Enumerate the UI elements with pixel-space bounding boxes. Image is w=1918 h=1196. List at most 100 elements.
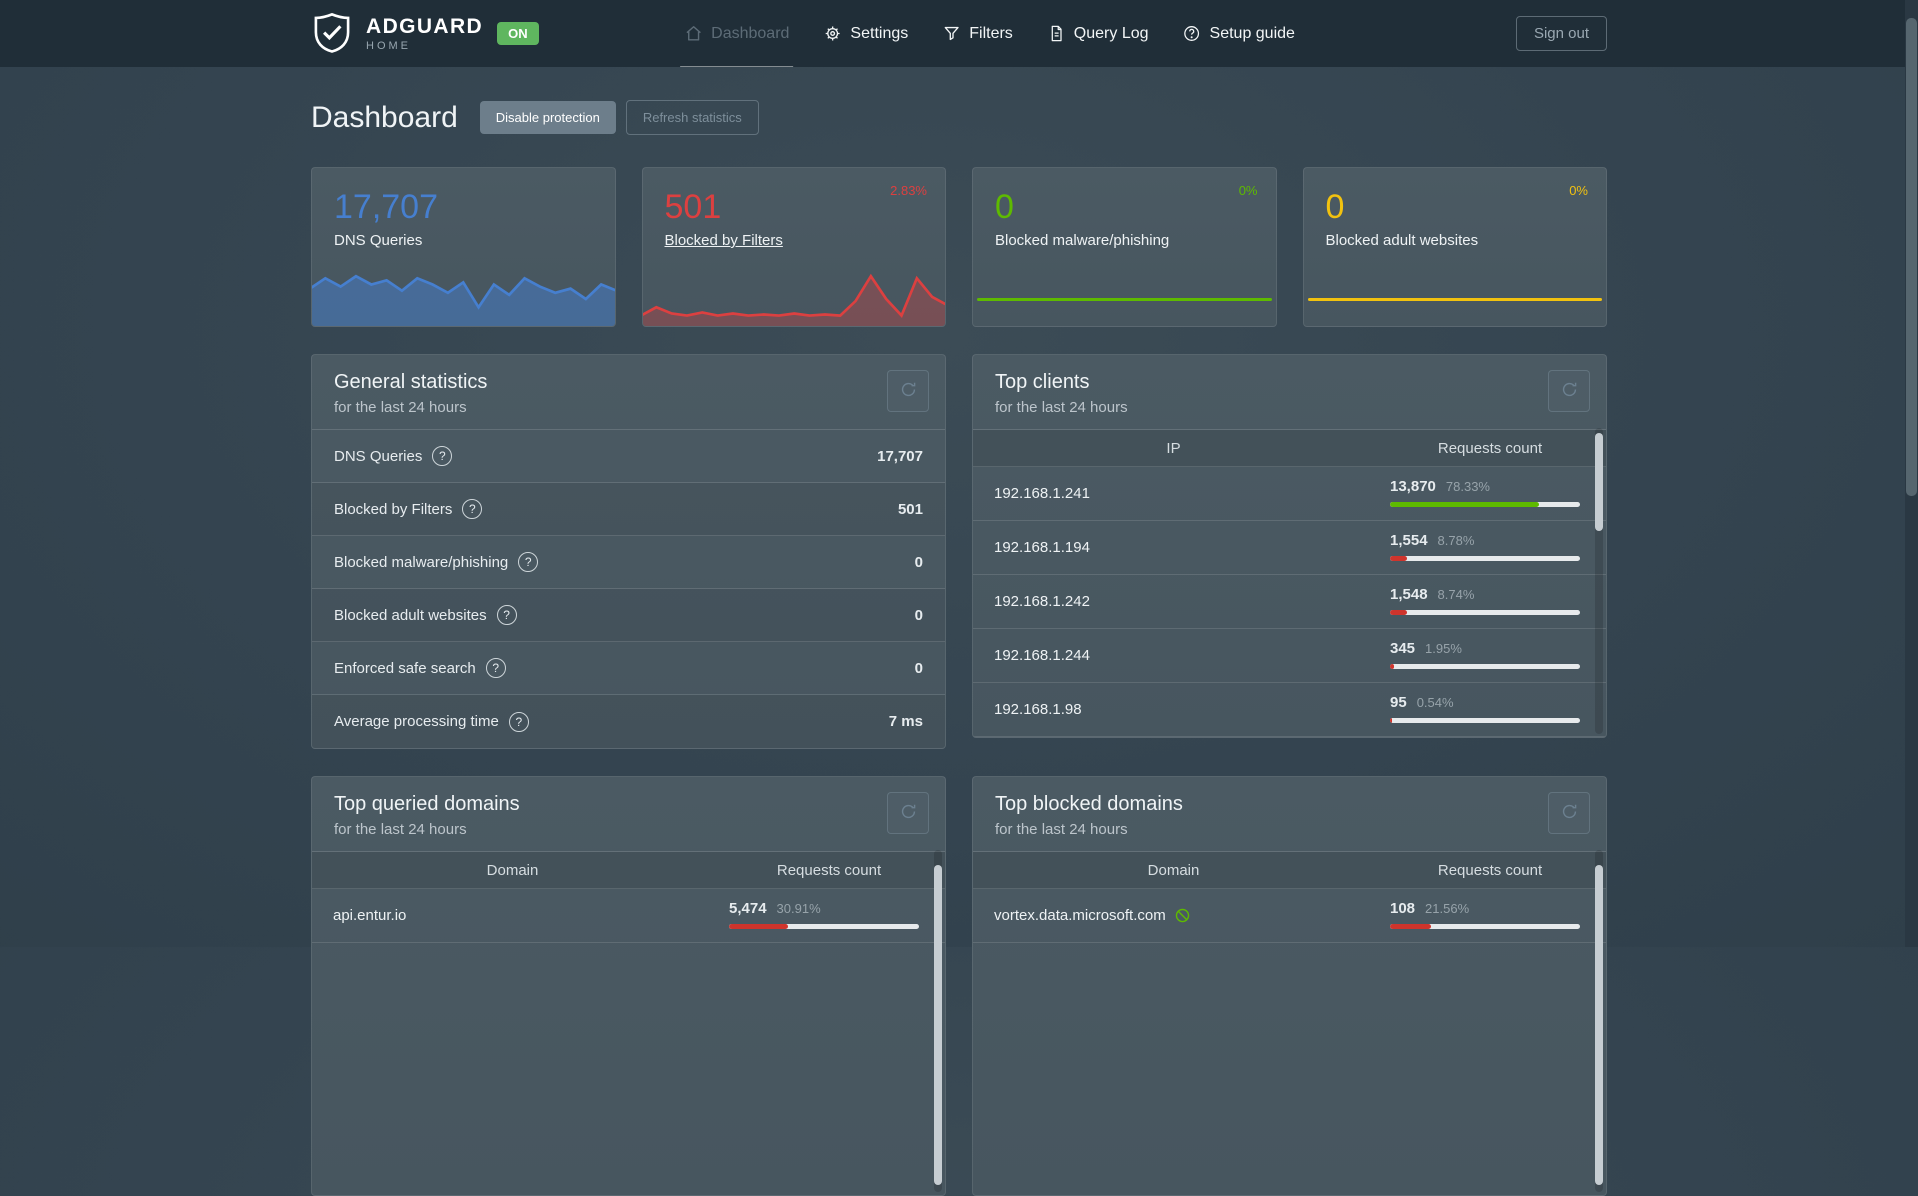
trend-percent: 0% — [1569, 183, 1588, 198]
stat-value: 17,707 — [334, 188, 438, 226]
disable-protection-button[interactable]: Disable protection — [479, 101, 616, 134]
top-queried-domains-panel: Top queried domains for the last 24 hour… — [311, 776, 946, 1196]
column-header-domain: Domain — [486, 861, 539, 879]
sign-out-button[interactable]: Sign out — [1515, 16, 1607, 51]
protection-status-badge: ON — [497, 22, 539, 45]
nav-item-label: Settings — [850, 24, 909, 42]
requests-count: 1,548 — [1390, 586, 1428, 603]
refresh-panel-button[interactable] — [887, 370, 929, 412]
panel-scrollbar-thumb[interactable] — [1595, 433, 1603, 531]
refresh-icon — [1560, 802, 1579, 824]
table-header: Domain Requests count — [973, 852, 1606, 889]
help-icon[interactable]: ? — [485, 658, 506, 678]
usage-bar — [1390, 664, 1580, 669]
refresh-icon — [899, 802, 918, 824]
requests-count: 345 — [1390, 640, 1416, 657]
stat-label: Blocked malware/phishing — [995, 232, 1170, 249]
requests-percent: 1.95% — [1425, 641, 1462, 656]
stat-row: Enforced safe search? 0 — [312, 642, 945, 695]
stat-label-link[interactable]: Blocked by Filters — [664, 232, 783, 249]
help-icon[interactable]: ? — [432, 446, 453, 466]
help-icon[interactable]: ? — [508, 711, 529, 732]
nav-item-label: Dashboard — [711, 24, 790, 42]
help-icon[interactable]: ? — [462, 499, 483, 519]
nav-item-settings[interactable]: Settings — [823, 0, 908, 67]
requests-percent: 8.74% — [1437, 587, 1475, 602]
top-navbar: ADGUARD HOME ON Dashboard Settings Filters… — [0, 0, 1918, 67]
stat-row: Blocked adult websites? 0 — [312, 589, 945, 642]
stat-row: Blocked malware/phishing? 0 — [312, 536, 945, 589]
panel-title: Top queried domains — [334, 793, 520, 815]
usage-bar — [729, 924, 919, 929]
nav-item-filters[interactable]: Filters — [942, 0, 1013, 67]
main-scrollbar-thumb[interactable] — [1906, 18, 1917, 496]
column-header-requests-count: Requests count — [1437, 439, 1543, 457]
panel-title: Top clients — [995, 371, 1090, 393]
nav-item-dashboard[interactable]: Dashboard — [680, 0, 794, 67]
table-row: 192.168.1.194 1,554 8.78% — [973, 521, 1606, 575]
panel-subtitle: for the last 24 hours — [334, 399, 467, 416]
nav-item-setup-guide[interactable]: Setup guide — [1183, 0, 1295, 67]
panel-scrollbar-thumb[interactable] — [1595, 865, 1603, 1185]
client-ip-link[interactable]: 192.168.1.242 — [994, 593, 1090, 610]
panel-scrollbar-track[interactable] — [1595, 428, 1603, 734]
client-ip-link[interactable]: 192.168.1.194 — [994, 539, 1090, 556]
stat-row-value: 0 — [914, 553, 923, 571]
usage-bar — [1390, 718, 1580, 723]
client-ip-link[interactable]: 192.168.1.244 — [994, 647, 1090, 664]
refresh-icon — [1560, 380, 1579, 402]
gear-icon — [823, 24, 842, 43]
help-icon[interactable]: ? — [518, 552, 539, 572]
question-circle-icon — [1183, 24, 1202, 43]
requests-percent: 21.56% — [1425, 901, 1470, 916]
stat-row-label: DNS Queries — [334, 447, 423, 465]
panel-scrollbar-thumb[interactable] — [934, 865, 942, 1185]
refresh-panel-button[interactable] — [1548, 792, 1590, 834]
nav-item-query-log[interactable]: Query Log — [1047, 0, 1149, 67]
stat-value: 501 — [664, 188, 722, 226]
stat-row-label: Blocked malware/phishing — [334, 553, 509, 571]
stat-row-value: 0 — [914, 659, 923, 677]
stat-card-blocked-by-filters: 2.83% 501 Blocked by Filters — [641, 167, 946, 327]
general-statistics-panel: General statistics for the last 24 hours… — [311, 354, 946, 749]
refresh-panel-button[interactable] — [887, 792, 929, 834]
stat-row-label: Average processing time — [334, 713, 499, 730]
refresh-statistics-button[interactable]: Refresh statistics — [625, 100, 759, 135]
requests-percent: 78.33% — [1445, 479, 1490, 494]
table-header: Domain Requests count — [312, 852, 945, 889]
column-header-ip: IP — [1166, 439, 1181, 457]
stat-card-blocked-malware-phishing: 0% 0 Blocked malware/phishing — [972, 167, 1277, 327]
domain-link[interactable]: api.entur.io — [333, 907, 407, 924]
main-scrollbar-track[interactable] — [1905, 0, 1918, 947]
top-blocked-domains-panel: Top blocked domains for the last 24 hour… — [972, 776, 1607, 1196]
requests-percent: 0.54% — [1416, 695, 1454, 710]
help-icon[interactable]: ? — [496, 605, 517, 625]
requests-count: 95 — [1390, 694, 1407, 711]
usage-bar — [1390, 502, 1580, 507]
home-icon — [684, 24, 703, 43]
refresh-panel-button[interactable] — [1548, 370, 1590, 412]
panel-title: General statistics — [334, 371, 488, 393]
top-clients-panel: Top clients for the last 24 hours IP Req… — [972, 354, 1607, 738]
flat-sparkline — [977, 298, 1272, 301]
stat-row-label: Blocked by Filters — [334, 500, 453, 518]
client-ip-link[interactable]: 192.168.1.241 — [994, 485, 1090, 502]
stat-row: DNS Queries? 17,707 — [312, 430, 945, 483]
blocked-icon — [1174, 907, 1191, 924]
domain-link[interactable]: vortex.data.microsoft.com — [994, 907, 1166, 924]
requests-percent: 30.91% — [776, 901, 821, 916]
trend-percent: 2.83% — [890, 183, 927, 198]
requests-count: 108 — [1390, 900, 1416, 917]
sparkline-chart — [642, 273, 946, 326]
requests-count: 5,474 — [729, 900, 767, 917]
table-row: api.entur.io 5,474 30.91% — [312, 889, 945, 943]
trend-percent: 0% — [1238, 183, 1258, 198]
nav-item-label: Query Log — [1073, 24, 1149, 42]
stat-value: 0 — [1325, 188, 1345, 226]
stat-row-label: Blocked adult websites — [334, 606, 487, 624]
stat-card-blocked-adult-websites: 0% 0 Blocked adult websites — [1302, 167, 1607, 327]
client-ip-link[interactable]: 192.168.1.98 — [994, 701, 1082, 718]
table-header: IP Requests count — [973, 430, 1606, 467]
stat-label: DNS Queries — [334, 232, 423, 249]
requests-count: 13,870 — [1390, 478, 1436, 495]
